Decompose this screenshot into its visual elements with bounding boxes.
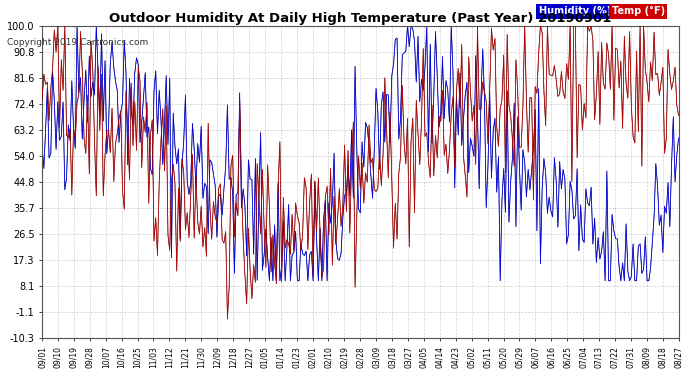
- Text: Temp (°F): Temp (°F): [612, 6, 665, 16]
- Title: Outdoor Humidity At Daily High Temperature (Past Year) 20190901: Outdoor Humidity At Daily High Temperatu…: [109, 12, 611, 24]
- Text: Copyright 2019 Cartronics.com: Copyright 2019 Cartronics.com: [7, 38, 148, 47]
- Text: Humidity (%): Humidity (%): [538, 6, 611, 16]
